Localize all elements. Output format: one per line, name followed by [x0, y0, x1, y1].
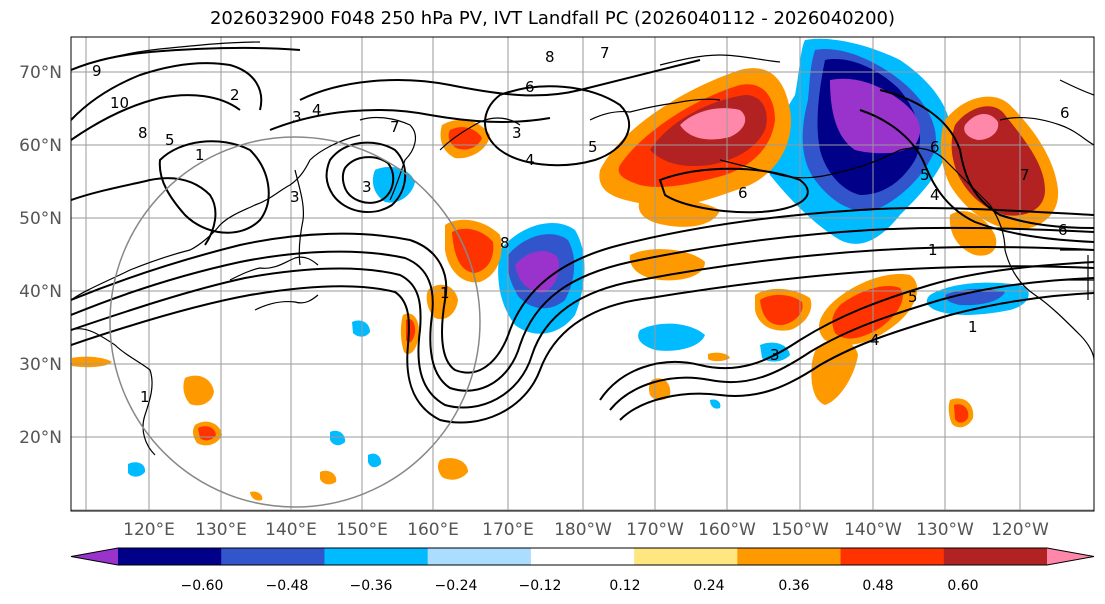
coastlines	[71, 41, 1094, 456]
contour-label: 6	[930, 138, 940, 156]
colorbar-extend-max	[1047, 548, 1094, 565]
contour-label: 7	[1020, 166, 1030, 184]
colorbar-swatch	[221, 548, 325, 565]
lon-label: 160°E	[407, 520, 459, 540]
colorbar-labels: −0.60 −0.48 −0.36 −0.24 −0.12 0.12 0.24 …	[181, 578, 979, 594]
contour-label: 5	[165, 131, 175, 149]
colorbar-extend-min	[71, 548, 118, 565]
colorbar-tick-label: 0.48	[862, 578, 893, 594]
colorbar-swatch	[737, 548, 842, 565]
contour-label: 3	[512, 124, 522, 142]
contour-label: 1	[440, 284, 450, 302]
latitude-labels: 70°N 60°N 50°N 40°N 30°N 20°N	[19, 63, 62, 448]
contour-label: 3	[292, 108, 302, 126]
lon-label: 130°W	[916, 520, 974, 540]
contour-label: 4	[930, 186, 940, 204]
lon-label: 140°W	[844, 520, 902, 540]
map-title: 2026032900 F048 250 hPa PV, IVT Landfall…	[209, 8, 896, 29]
contour-label: 9	[92, 62, 102, 80]
contour-label: 3	[362, 178, 372, 196]
colorbar-swatch	[530, 548, 635, 565]
contour-label: 6	[738, 184, 748, 202]
colorbar-tick-label: −0.24	[435, 578, 478, 594]
contour-label: 7	[600, 44, 610, 62]
contour-label: 1	[195, 146, 205, 164]
colorbar-swatch	[427, 548, 532, 565]
contour-label: 3	[290, 188, 300, 206]
contour-label: 10	[110, 94, 129, 112]
contour-label: 5	[588, 138, 598, 156]
contour-labels: 9 10 8 2 1 3 4 7 6 8 7 5 3 4 5 3 3 6 8 5…	[92, 44, 1070, 406]
colorbar-tick-label: −0.36	[350, 578, 393, 594]
lon-label: 130°E	[195, 520, 247, 540]
colorbar-tick-label: −0.12	[519, 578, 562, 594]
lon-label: 120°E	[123, 520, 175, 540]
contour-label: 8	[500, 234, 510, 252]
contour-label: 8	[545, 48, 555, 66]
lat-label: 70°N	[19, 63, 62, 83]
colorbar-swatch	[324, 548, 429, 565]
contour-label: 4	[312, 101, 322, 119]
contour-label: 4	[870, 331, 880, 349]
map-frame	[70, 36, 1095, 512]
colorbar-swatch	[118, 548, 222, 565]
lat-label: 40°N	[19, 282, 62, 302]
contour-label: 2	[230, 86, 240, 104]
colorbar-swatch	[634, 548, 738, 565]
lon-label: 150°W	[771, 520, 829, 540]
contour-label: 7	[390, 118, 400, 136]
contour-label: 6	[525, 78, 535, 96]
colorbar-tick-label: −0.48	[266, 578, 309, 594]
contour-label: 6	[1058, 221, 1068, 239]
colorbar-tick-label: 0.60	[947, 578, 978, 594]
lon-label: 120°W	[991, 520, 1049, 540]
lon-label: 140°E	[265, 520, 317, 540]
colorbar-swatch	[840, 548, 945, 565]
lat-label: 60°N	[19, 136, 62, 156]
colorbar-outline	[70, 547, 1095, 566]
highlight-circle	[109, 136, 481, 508]
lat-label: 30°N	[19, 355, 62, 375]
contour-label: 6	[1060, 104, 1070, 122]
contour-label: 5	[908, 288, 918, 306]
longitude-labels: 120°E 130°E 140°E 150°E 160°E 170°E 180°…	[123, 520, 1049, 540]
colorbar-swatch	[943, 548, 1048, 565]
lon-label: 170°E	[482, 520, 534, 540]
contour-label: 4	[525, 151, 535, 169]
contour-label: 1	[968, 318, 978, 336]
contour-label: 1	[140, 388, 150, 406]
contour-label: 3	[770, 346, 780, 364]
contour-label: 8	[138, 124, 148, 142]
lat-label: 50°N	[19, 209, 62, 229]
lon-label: 150°E	[336, 520, 388, 540]
colorbar-tick-label: −0.60	[181, 578, 224, 594]
colorbar-tick-label: 0.12	[609, 578, 640, 594]
lon-label: 160°W	[698, 520, 756, 540]
colorbar	[70, 547, 1095, 566]
pc-shading	[72, 38, 1059, 501]
colorbar-tick-label: 0.36	[778, 578, 809, 594]
lat-label: 20°N	[19, 428, 62, 448]
lon-label: 170°W	[626, 520, 684, 540]
lon-label: 180°W	[554, 520, 612, 540]
colorbar-tick-label: 0.24	[693, 578, 724, 594]
contour-label: 5	[920, 166, 930, 184]
contour-label: 1	[928, 241, 938, 259]
